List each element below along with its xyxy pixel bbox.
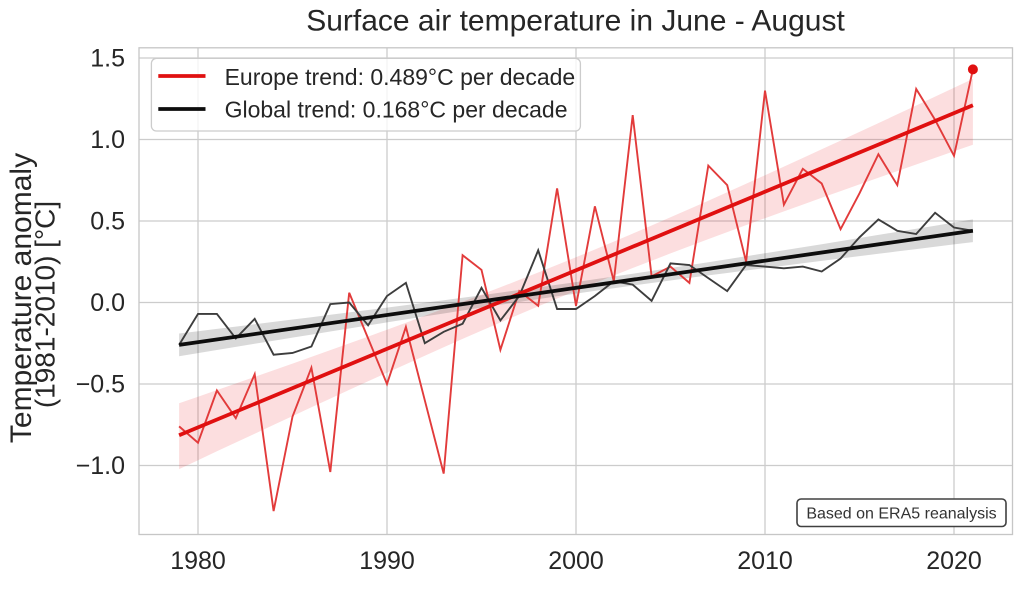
svg-text:Surface air temperature in Jun: Surface air temperature in June - August: [306, 5, 845, 38]
svg-text:1.5: 1.5: [90, 44, 125, 72]
svg-text:1.0: 1.0: [90, 126, 125, 154]
svg-text:2020: 2020: [926, 547, 982, 575]
svg-text:Global trend: 0.168°C per deca: Global trend: 0.168°C per decade: [225, 97, 568, 123]
svg-text:0.5: 0.5: [90, 207, 125, 235]
svg-text:Temperature anomaly: Temperature anomaly: [5, 153, 38, 443]
svg-text:Europe trend: 0.489°C per deca: Europe trend: 0.489°C per decade: [225, 64, 576, 90]
svg-text:0.0: 0.0: [90, 289, 125, 317]
svg-text:2000: 2000: [548, 547, 604, 575]
svg-text:Based on ERA5 reanalysis: Based on ERA5 reanalysis: [806, 506, 996, 523]
svg-text:1990: 1990: [359, 547, 415, 575]
svg-text:1980: 1980: [170, 547, 226, 575]
svg-text:(1981-2010) [°C]: (1981-2010) [°C]: [30, 201, 61, 408]
svg-text:−1.0: −1.0: [76, 452, 125, 480]
svg-text:−0.5: −0.5: [76, 370, 125, 398]
svg-text:2010: 2010: [737, 547, 793, 575]
